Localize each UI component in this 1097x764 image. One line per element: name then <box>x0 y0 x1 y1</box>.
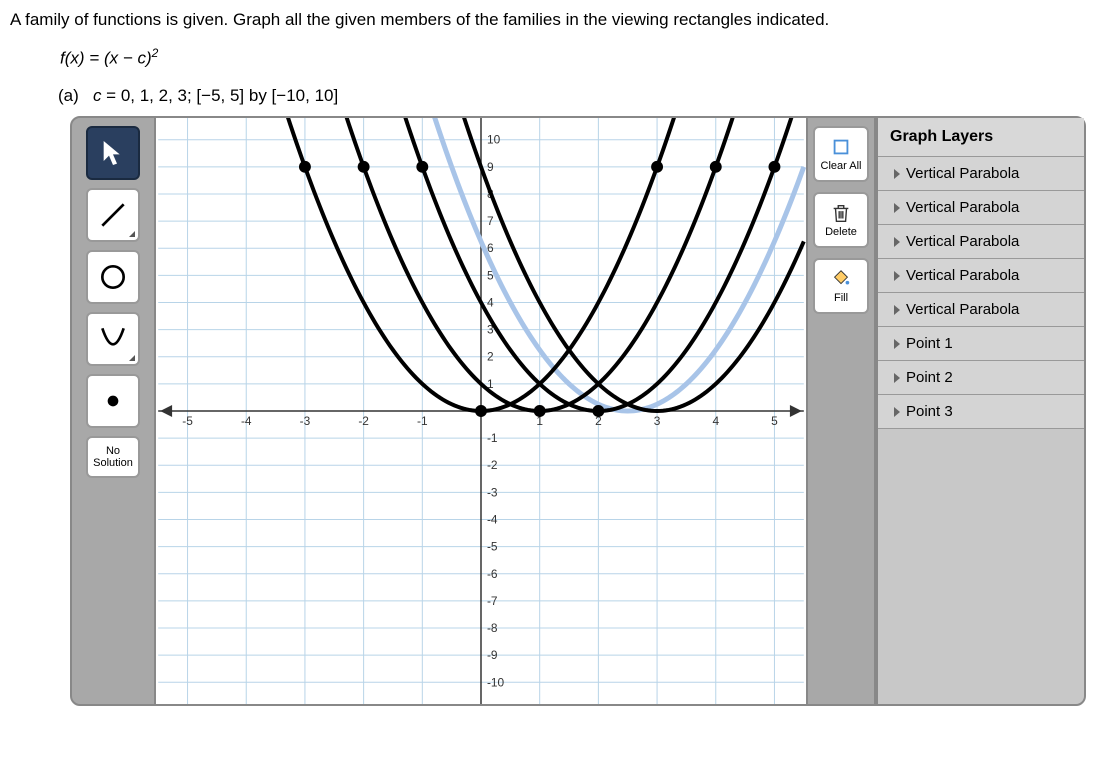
svg-text:10: 10 <box>487 133 501 147</box>
svg-text:-9: -9 <box>487 649 498 663</box>
svg-text:7: 7 <box>487 215 494 229</box>
expand-icon <box>894 203 900 213</box>
svg-text:-1: -1 <box>487 432 498 446</box>
no-solution-button[interactable]: No Solution <box>86 436 140 478</box>
expand-icon <box>894 373 900 383</box>
graph-widget: No Solution -5-4-3-2-112345-10-9-8-7-6-5… <box>70 116 1090 706</box>
svg-text:-7: -7 <box>487 594 498 608</box>
svg-text:-2: -2 <box>358 414 369 428</box>
expand-icon <box>894 271 900 281</box>
svg-text:4: 4 <box>712 414 719 428</box>
svg-text:9: 9 <box>487 160 494 174</box>
svg-text:-4: -4 <box>241 414 252 428</box>
svg-text:-2: -2 <box>487 459 498 473</box>
line-icon <box>97 199 129 231</box>
layer-label: Point 1 <box>906 335 953 352</box>
parabola-icon <box>97 323 129 355</box>
part-a-label: (a) c = 0, 1, 2, 3; [−5, 5] by [−10, 10] <box>58 86 1087 106</box>
svg-text:5: 5 <box>771 414 778 428</box>
svg-text:3: 3 <box>654 414 661 428</box>
trash-icon <box>830 202 852 224</box>
tool-palette: No Solution <box>70 116 156 706</box>
circle-tool[interactable] <box>86 250 140 304</box>
svg-text:-8: -8 <box>487 621 498 635</box>
action-palette: Clear All Delete Fill <box>806 116 876 706</box>
layer-label: Vertical Parabola <box>906 301 1019 318</box>
layer-item[interactable]: Vertical Parabola <box>878 293 1084 327</box>
layer-label: Point 2 <box>906 369 953 386</box>
expand-icon <box>894 305 900 315</box>
layer-item[interactable]: Point 1 <box>878 327 1084 361</box>
layer-item[interactable]: Vertical Parabola <box>878 225 1084 259</box>
svg-text:4: 4 <box>487 296 494 310</box>
line-tool[interactable] <box>86 188 140 242</box>
layers-header: Graph Layers <box>878 118 1084 157</box>
point-icon <box>97 385 129 417</box>
expand-icon <box>894 339 900 349</box>
layer-item[interactable]: Point 3 <box>878 395 1084 429</box>
point-tool[interactable] <box>86 374 140 428</box>
clear-icon <box>830 136 852 158</box>
fill-icon <box>830 268 852 290</box>
cursor-icon <box>97 137 129 169</box>
layer-label: Vertical Parabola <box>906 165 1019 182</box>
svg-text:-1: -1 <box>417 414 428 428</box>
fill-button[interactable]: Fill <box>813 258 869 314</box>
svg-text:2: 2 <box>487 350 494 364</box>
svg-text:-6: -6 <box>487 567 498 581</box>
svg-text:-3: -3 <box>300 414 311 428</box>
layer-item[interactable]: Vertical Parabola <box>878 157 1084 191</box>
expand-icon <box>894 169 900 179</box>
layer-label: Vertical Parabola <box>906 233 1019 250</box>
svg-text:-5: -5 <box>182 414 193 428</box>
layer-item[interactable]: Vertical Parabola <box>878 191 1084 225</box>
coordinate-plane: -5-4-3-2-112345-10-9-8-7-6-5-4-3-2-11234… <box>156 118 806 704</box>
expand-icon <box>894 237 900 247</box>
circle-icon <box>97 261 129 293</box>
graph-layers-panel: Graph Layers Vertical Parabola Vertical P… <box>876 116 1086 706</box>
svg-text:-4: -4 <box>487 513 498 527</box>
svg-text:-10: -10 <box>487 676 505 690</box>
layer-item[interactable]: Vertical Parabola <box>878 259 1084 293</box>
layer-item[interactable]: Point 2 <box>878 361 1084 395</box>
layer-label: Vertical Parabola <box>906 267 1019 284</box>
svg-text:-5: -5 <box>487 540 498 554</box>
svg-text:-3: -3 <box>487 486 498 500</box>
pointer-tool[interactable] <box>86 126 140 180</box>
clear-all-button[interactable]: Clear All <box>813 126 869 182</box>
expand-icon <box>894 407 900 417</box>
layer-label: Point 3 <box>906 403 953 420</box>
graph-canvas[interactable]: -5-4-3-2-112345-10-9-8-7-6-5-4-3-2-11234… <box>156 116 806 706</box>
function-equation: f(x) = (x − c)2 <box>60 46 1087 69</box>
problem-text: A family of functions is given. Graph al… <box>10 8 1087 32</box>
parabola-tool[interactable] <box>86 312 140 366</box>
delete-button[interactable]: Delete <box>813 192 869 248</box>
layer-label: Vertical Parabola <box>906 199 1019 216</box>
